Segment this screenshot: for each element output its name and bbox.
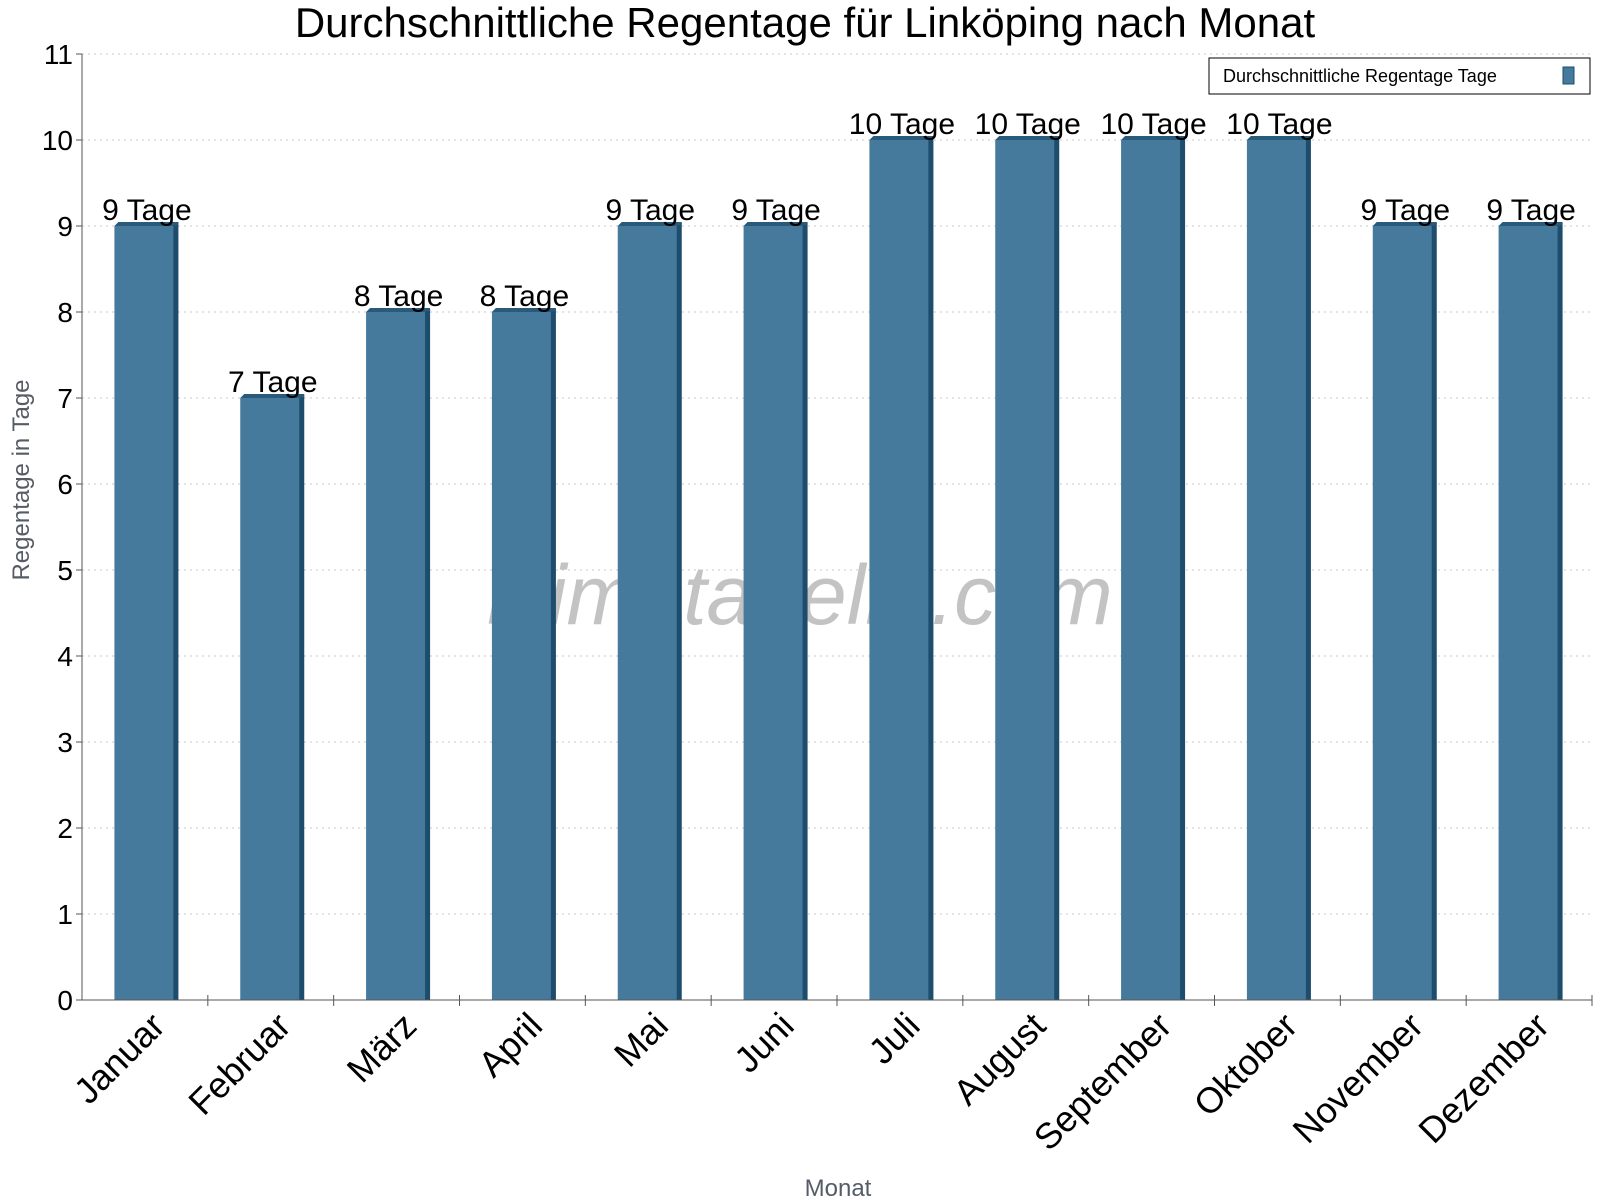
grid-lines	[82, 53, 1592, 915]
y-tick-label: 11	[44, 39, 73, 70]
x-tick-label: Mai	[606, 1005, 676, 1075]
axes	[76, 53, 1593, 1006]
data-label: 8 Tage	[480, 280, 570, 313]
y-axis-label: Regentage in Tage	[8, 379, 35, 580]
bar-top	[114, 222, 179, 226]
bar-face	[1246, 140, 1306, 1000]
legend-box	[1208, 57, 1591, 95]
data-label: 9 Tage	[102, 194, 192, 227]
bar	[1246, 136, 1311, 1000]
bar-face	[114, 226, 174, 1000]
bar-top	[1246, 136, 1311, 140]
bar-side	[1430, 223, 1437, 1000]
bar-top	[743, 222, 808, 226]
legend: Durchschnittliche Regentage Tage	[1208, 57, 1591, 95]
data-label: 10 Tage	[849, 108, 955, 141]
data-label: 9 Tage	[605, 194, 695, 227]
data-label: 10 Tage	[1226, 108, 1332, 141]
x-tick-labels: Januar Februar März April Mai Juni Juli AugustS…	[66, 1005, 1557, 1159]
y-tick-labels: 0 1 2 3 4 5 6 7 8 9 10 11	[42, 39, 73, 1016]
legend-swatch	[1562, 66, 1575, 85]
x-tick-label: April	[470, 1005, 550, 1085]
bar-top	[240, 394, 305, 398]
x-axis-label: Monat	[805, 1175, 872, 1200]
bar	[1121, 136, 1186, 1000]
y-tick-label: 4	[57, 641, 73, 672]
bar-side	[298, 395, 305, 1000]
bar	[1372, 222, 1437, 1000]
y-tick-label: 7	[57, 383, 73, 414]
x-tick-label: Dezember	[1410, 1005, 1556, 1151]
x-tick-label: August	[945, 1005, 1053, 1113]
y-tick-label: 0	[57, 985, 73, 1016]
bar-face	[617, 226, 677, 1000]
x-tick-label: Januar	[66, 1005, 173, 1112]
bar-side	[1179, 137, 1186, 1000]
y-tick-label: 1	[57, 899, 73, 930]
bar-side	[675, 223, 682, 1000]
x-tick-label: Juli	[860, 1005, 927, 1072]
x-tick-label: März	[339, 1005, 425, 1091]
y-tick-label: 3	[57, 727, 73, 758]
bar-side	[927, 137, 934, 1000]
y-tick-label: 8	[57, 297, 73, 328]
data-label: 9 Tage	[731, 194, 821, 227]
bar-face	[1121, 140, 1181, 1000]
y-tick-label: 2	[57, 813, 73, 844]
data-label: 7 Tage	[228, 366, 318, 399]
bar-face	[491, 312, 551, 1000]
bar-top	[617, 222, 682, 226]
bar-side	[801, 223, 808, 1000]
bar	[240, 394, 305, 1000]
bar-side	[1556, 223, 1563, 1000]
data-labels: 9 Tage 7 Tage 8 Tage 8 Tage 9 Tage 9 Tage 10 T…	[102, 108, 1576, 399]
bar-side	[1304, 137, 1311, 1000]
bar-face	[1498, 226, 1558, 1000]
bar-face	[995, 140, 1055, 1000]
bar-face	[1372, 226, 1432, 1000]
data-label: 10 Tage	[975, 108, 1081, 141]
y-tick-label: 5	[57, 555, 73, 586]
x-tick-label: November	[1284, 1005, 1430, 1151]
data-label: 9 Tage	[1360, 194, 1450, 227]
legend-label: Durchschnittliche Regentage Tage	[1223, 66, 1497, 86]
bar-face	[366, 312, 426, 1000]
bar	[617, 222, 682, 1000]
bar	[1498, 222, 1563, 1000]
bar	[366, 308, 431, 1000]
x-tick-label: Juni	[726, 1005, 802, 1081]
bar-face	[240, 398, 300, 1000]
bar-top	[869, 136, 934, 140]
bar-top	[366, 308, 431, 312]
data-label: 8 Tage	[354, 280, 444, 313]
bars	[114, 136, 1563, 1000]
x-tick-label: September	[1026, 1005, 1180, 1159]
y-tick-label: 10	[42, 125, 73, 156]
data-label: 9 Tage	[1486, 194, 1576, 227]
bar-top	[1121, 136, 1186, 140]
bar-side	[172, 223, 179, 1000]
bar-side	[549, 309, 556, 1000]
bar-side	[1053, 137, 1060, 1000]
y-tick-label: 9	[57, 211, 73, 242]
y-tick-label: 6	[57, 469, 73, 500]
x-tick-label: Oktober	[1186, 1005, 1306, 1125]
bar-top	[1498, 222, 1563, 226]
data-label: 10 Tage	[1100, 108, 1206, 141]
bar-top	[1372, 222, 1437, 226]
chart-title: Durchschnittliche Regentage für Linköpin…	[295, 0, 1316, 46]
x-tick-label: Februar	[180, 1005, 298, 1123]
bar	[869, 136, 934, 1000]
bar	[114, 222, 179, 1000]
bar	[743, 222, 808, 1000]
bar-face	[743, 226, 803, 1000]
bar-top	[491, 308, 556, 312]
bar	[995, 136, 1060, 1000]
bar-face	[869, 140, 929, 1000]
bar-side	[424, 309, 431, 1000]
bar	[491, 308, 556, 1000]
bar-top	[995, 136, 1060, 140]
